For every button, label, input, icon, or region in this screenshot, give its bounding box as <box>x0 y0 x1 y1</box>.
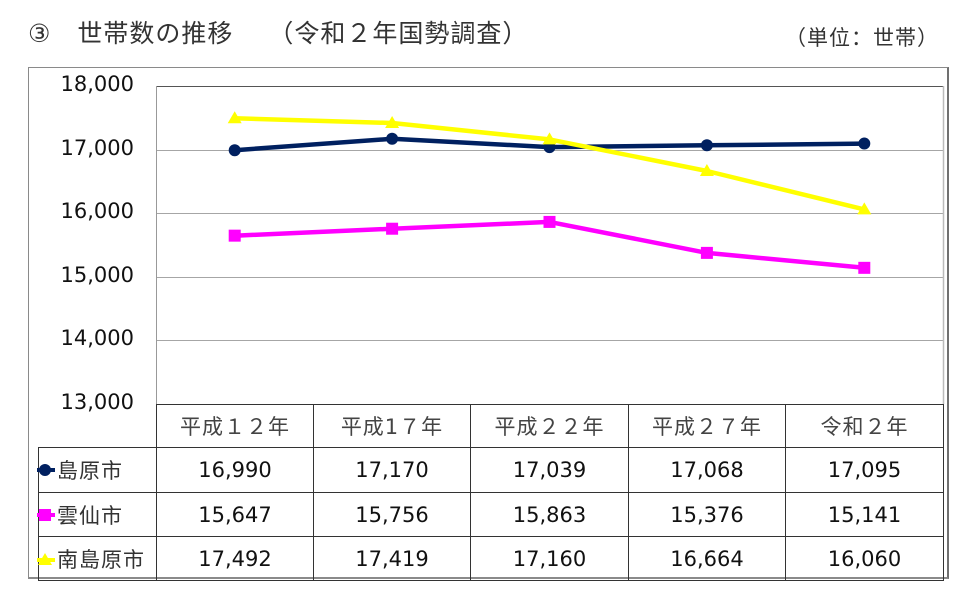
triangle-data-point <box>857 202 872 215</box>
square-marker-icon <box>37 508 55 521</box>
table-cell: 16,664 <box>628 536 786 581</box>
y-tick-label: 16,000 <box>60 199 134 223</box>
triangle-data-point <box>227 111 242 124</box>
circle-data-point <box>386 132 399 145</box>
circle-marker-icon <box>37 464 55 476</box>
column-header: 平成２７年 <box>628 404 786 448</box>
square-data-point <box>700 246 713 259</box>
unit-label: （単位：世帯） <box>785 26 939 50</box>
table-cell: 17,492 <box>156 536 314 581</box>
table-row: 南島原市 17,492 17,419 17,160 16,664 16,060 <box>37 536 944 581</box>
circle-data-point <box>228 144 241 157</box>
column-header: 平成２２年 <box>470 404 629 448</box>
legend-item-unzen: 雲仙市 <box>37 492 157 537</box>
column-header: 令和２年 <box>785 404 944 448</box>
table-cell: 17,419 <box>313 536 471 581</box>
table-cell: 15,647 <box>156 492 314 537</box>
data-table: 平成１２年 平成1７年 平成２２年 平成２７年 令和２年 島原市 16,990 … <box>37 404 944 581</box>
triangle-marker-icon <box>37 552 55 565</box>
table-cell: 17,160 <box>470 536 629 581</box>
table-row: 雲仙市 15,647 15,756 15,863 15,376 15,141 <box>37 492 944 537</box>
square-data-point <box>386 222 399 235</box>
circle-data-point <box>700 139 713 152</box>
triangle-data-point <box>385 115 400 128</box>
circle-data-point <box>858 137 871 150</box>
legend-item-minamishimabara: 南島原市 <box>37 536 157 581</box>
y-tick-label: 17,000 <box>60 136 134 160</box>
table-cell: 17,095 <box>785 447 944 493</box>
table-cell: 16,060 <box>785 536 944 581</box>
triangle-data-point <box>699 163 714 176</box>
y-tick-label: 15,000 <box>60 263 134 287</box>
series-lines <box>227 111 872 274</box>
y-tick-label: 18,000 <box>60 72 134 96</box>
triangle-data-point <box>542 132 557 145</box>
table-cell: 16,990 <box>156 447 314 493</box>
table-cell: 15,756 <box>313 492 471 537</box>
column-header: 平成1７年 <box>313 404 471 448</box>
y-tick-label: 14,000 <box>60 326 134 350</box>
table-cell: 17,170 <box>313 447 471 493</box>
table-cell: 15,141 <box>785 492 944 537</box>
square-data-point <box>543 215 556 228</box>
table-cell: 15,863 <box>470 492 629 537</box>
column-header: 平成１２年 <box>156 404 314 448</box>
table-row: 島原市 16,990 17,170 17,039 17,068 17,095 <box>37 447 944 493</box>
legend-item-shimabara: 島原市 <box>37 447 157 493</box>
square-data-point <box>228 229 241 242</box>
table-cell: 15,376 <box>628 492 786 537</box>
square-data-point <box>858 261 871 274</box>
chart-title: ③ 世帯数の推移 （令和２年国勢調査） <box>28 19 529 48</box>
table-cell: 17,039 <box>470 447 629 493</box>
table-cell: 17,068 <box>628 447 786 493</box>
